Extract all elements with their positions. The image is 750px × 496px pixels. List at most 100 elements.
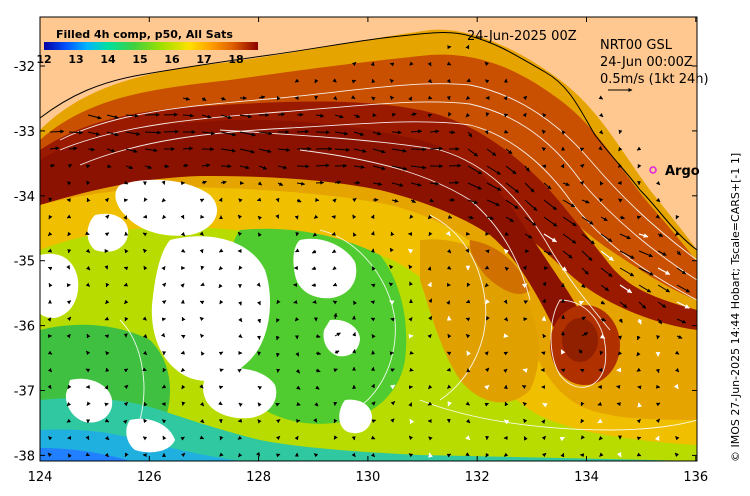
velocity-arrow	[371, 419, 377, 424]
velocity-arrow	[257, 300, 261, 306]
velocity-arrow	[218, 265, 223, 271]
velocity-arrow	[580, 435, 585, 440]
velocity-arrow	[199, 435, 205, 440]
velocity-arrow	[237, 231, 243, 237]
velocity-arrow	[618, 129, 623, 135]
velocity-arrow	[486, 216, 494, 220]
velocity-arrow	[410, 129, 423, 134]
velocity-arrow	[446, 351, 452, 356]
x-tick-label: 126	[137, 470, 162, 485]
velocity-arrow	[200, 282, 205, 287]
velocity-arrow	[85, 350, 91, 356]
velocity-arrow	[68, 130, 84, 135]
y-tick-label: -34	[14, 190, 35, 205]
velocity-arrow	[484, 265, 490, 270]
velocity-arrow	[238, 333, 243, 339]
velocity-arrow	[123, 180, 129, 185]
velocity-arrow	[503, 316, 509, 322]
velocity-arrow	[180, 248, 186, 253]
velocity-arrow	[619, 301, 628, 309]
velocity-arrow	[484, 79, 490, 84]
velocity-arrow	[428, 436, 433, 441]
velocity-arrow	[637, 163, 642, 169]
velocity-arrow	[637, 318, 642, 325]
colorbar-tick-label: 16	[164, 53, 180, 66]
velocity-arrow	[674, 452, 679, 457]
velocity-arrow	[427, 334, 432, 339]
velocity-arrow	[617, 163, 623, 168]
velocity-arrow	[124, 248, 129, 254]
velocity-arrow	[541, 452, 547, 458]
velocity-arrow	[315, 351, 322, 356]
velocity-arrow	[505, 182, 520, 194]
velocity-arrow	[543, 250, 553, 255]
velocity-arrow	[238, 265, 243, 270]
velocity-arrow	[49, 129, 65, 134]
velocity-arrow	[143, 197, 148, 202]
velocity-arrow	[448, 130, 456, 135]
velocity-arrow	[561, 130, 566, 135]
velocity-arrow	[315, 113, 325, 118]
velocity-arrow	[522, 112, 527, 118]
velocity-arrow	[143, 334, 148, 339]
colorbar-tick-label: 12	[36, 53, 51, 66]
velocity-arrow	[503, 96, 508, 101]
velocity-arrow	[562, 250, 573, 259]
velocity-arrow	[578, 300, 585, 306]
velocity-arrow	[353, 148, 367, 153]
velocity-arrow	[257, 402, 262, 407]
velocity-arrow	[311, 249, 317, 254]
velocity-arrow	[656, 335, 661, 340]
velocity-arrow	[466, 350, 472, 356]
velocity-arrow	[258, 95, 266, 100]
colorbar-tick-label: 13	[68, 53, 83, 66]
velocity-arrow	[163, 112, 178, 117]
info-line-3: 0.5m/s (1kt 24h)	[600, 72, 709, 87]
velocity-arrow	[334, 180, 342, 185]
velocity-arrow	[182, 113, 194, 118]
velocity-arrow	[657, 301, 667, 308]
velocity-arrow	[296, 112, 304, 117]
velocity-arrow	[296, 198, 302, 203]
velocity-arrow	[599, 334, 606, 339]
velocity-arrow	[428, 315, 433, 321]
velocity-arrow	[388, 282, 394, 287]
velocity-arrow	[106, 148, 116, 153]
velocity-arrow	[105, 299, 110, 305]
velocity-arrow	[182, 146, 194, 151]
velocity-arrow	[257, 215, 263, 221]
y-tick-label: -36	[14, 320, 35, 335]
velocity-arrow	[465, 333, 471, 339]
velocity-arrow	[85, 248, 91, 253]
velocity-arrow	[67, 453, 72, 458]
velocity-arrow	[239, 165, 250, 170]
velocity-arrow	[543, 233, 557, 243]
velocity-arrow	[162, 214, 167, 220]
velocity-arrow	[427, 61, 432, 67]
velocity-arrow	[503, 299, 508, 304]
velocity-arrow	[351, 452, 356, 458]
velocity-arrow	[161, 180, 166, 185]
velocity-arrow	[237, 435, 243, 440]
velocity-arrow	[143, 418, 148, 424]
velocity-arrow	[87, 131, 101, 136]
velocity-arrow	[124, 452, 129, 457]
no-data-patches	[40, 179, 372, 453]
velocity-arrow	[466, 78, 471, 82]
velocity-arrow	[47, 384, 52, 390]
velocity-arrow	[123, 282, 129, 287]
velocity-arrow	[105, 367, 110, 372]
velocity-arrow	[122, 419, 128, 424]
x-axis: 124 126 128 130 132 134 136	[28, 17, 708, 485]
velocity-arrow	[275, 335, 280, 341]
velocity-arrow	[503, 113, 509, 118]
velocity-arrow	[619, 267, 635, 277]
velocity-arrow	[313, 214, 319, 219]
velocity-arrow	[314, 78, 319, 84]
velocity-arrow	[467, 199, 479, 204]
velocity-arrow	[258, 131, 273, 136]
velocity-arrow	[389, 300, 395, 305]
velocity-arrow	[218, 351, 224, 356]
velocity-arrow	[239, 131, 256, 137]
velocity-arrow	[562, 182, 570, 186]
